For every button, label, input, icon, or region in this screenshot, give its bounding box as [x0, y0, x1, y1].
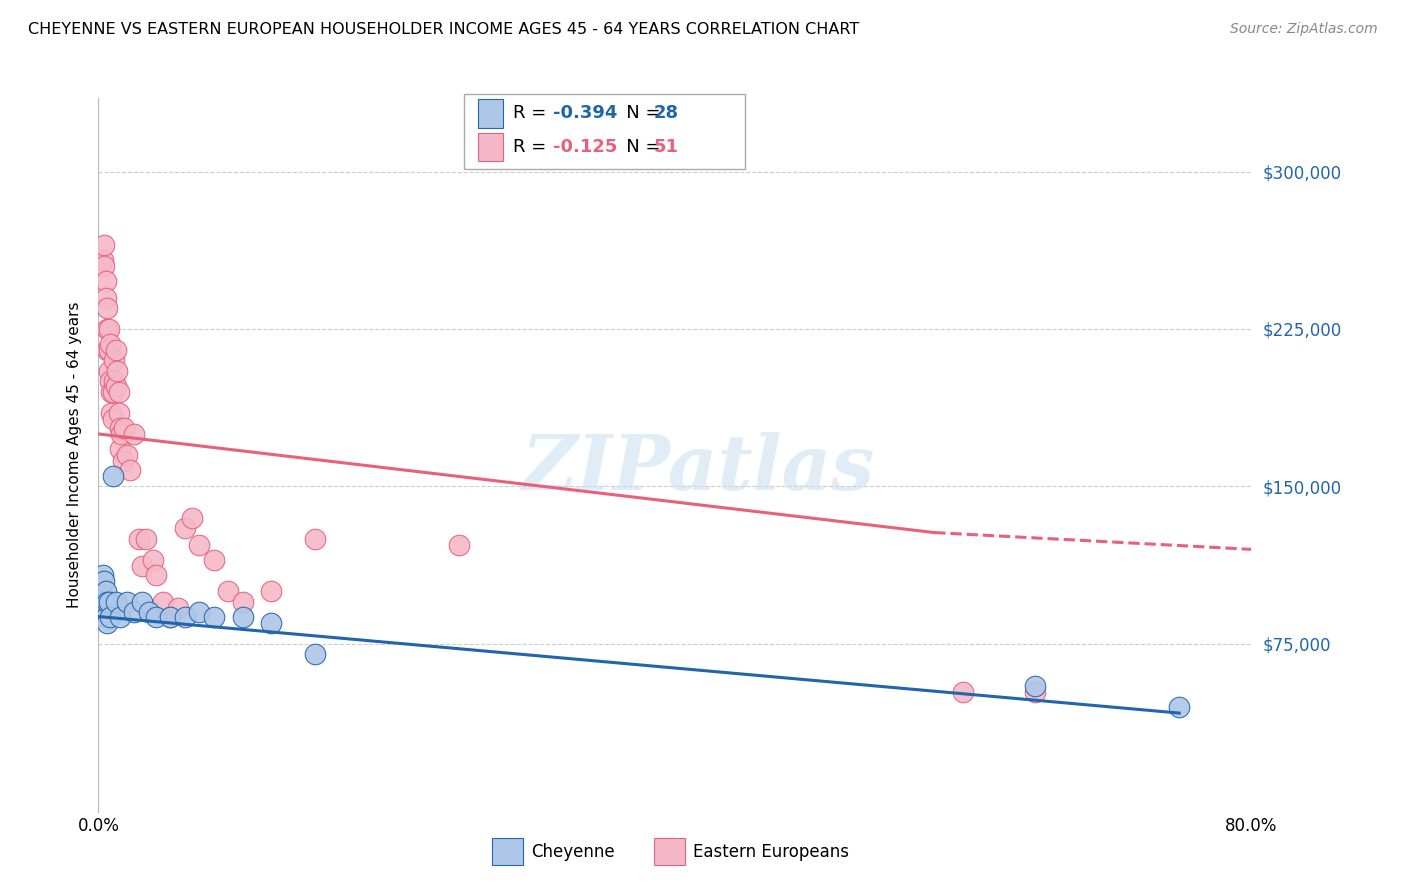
Point — [124, 605, 146, 619]
Point — [111, 454, 134, 468]
Point — [174, 521, 197, 535]
Point — [145, 567, 167, 582]
Point — [117, 595, 139, 609]
Point — [98, 336, 121, 351]
Text: R =: R = — [513, 104, 553, 122]
Point — [103, 353, 125, 368]
Point — [97, 595, 120, 609]
Point — [91, 589, 114, 603]
Point — [101, 384, 124, 399]
Point — [202, 609, 225, 624]
Point — [952, 685, 974, 699]
Point — [100, 384, 122, 399]
Point — [152, 595, 174, 609]
Point — [96, 595, 118, 609]
Point — [145, 609, 167, 624]
Point — [91, 252, 114, 267]
Text: 51: 51 — [654, 138, 679, 156]
Text: 28: 28 — [654, 104, 679, 122]
Point — [112, 420, 135, 434]
Point — [217, 584, 239, 599]
Point — [91, 567, 114, 582]
Point — [101, 412, 124, 426]
Text: N =: N = — [609, 138, 666, 156]
Point — [110, 426, 132, 441]
Point — [188, 538, 211, 552]
Point — [96, 301, 118, 315]
Point — [93, 595, 115, 609]
Point — [105, 364, 128, 378]
Point — [104, 343, 127, 357]
Point — [104, 378, 127, 392]
Point — [1024, 679, 1046, 693]
Point — [159, 609, 181, 624]
Point — [96, 343, 118, 357]
Point — [98, 609, 121, 624]
Point — [107, 384, 129, 399]
Point — [202, 553, 225, 567]
Text: N =: N = — [609, 104, 666, 122]
Text: -0.394: -0.394 — [553, 104, 617, 122]
Point — [174, 609, 197, 624]
Point — [188, 605, 211, 619]
Point — [1024, 685, 1046, 699]
Point — [117, 448, 139, 462]
Point — [304, 648, 326, 662]
Y-axis label: Householder Income Ages 45 - 64 years: Householder Income Ages 45 - 64 years — [67, 301, 83, 608]
Point — [96, 615, 118, 630]
Point — [1168, 699, 1191, 714]
Point — [93, 238, 115, 252]
Point — [231, 595, 254, 609]
Point — [166, 601, 188, 615]
Point — [94, 291, 117, 305]
Point — [142, 553, 165, 567]
Point — [104, 595, 127, 609]
Point — [107, 406, 129, 420]
Point — [138, 605, 160, 619]
Point — [100, 406, 122, 420]
Point — [108, 420, 131, 434]
Point — [108, 609, 131, 624]
Point — [96, 322, 118, 336]
Point — [101, 469, 124, 483]
Point — [124, 426, 146, 441]
Point — [131, 595, 153, 609]
Text: Eastern Europeans: Eastern Europeans — [693, 843, 849, 861]
Text: Source: ZipAtlas.com: Source: ZipAtlas.com — [1230, 22, 1378, 37]
Text: CHEYENNE VS EASTERN EUROPEAN HOUSEHOLDER INCOME AGES 45 - 64 YEARS CORRELATION C: CHEYENNE VS EASTERN EUROPEAN HOUSEHOLDER… — [28, 22, 859, 37]
Text: -0.125: -0.125 — [553, 138, 617, 156]
Point — [108, 442, 131, 456]
Point — [131, 559, 153, 574]
Point — [135, 532, 157, 546]
Point — [128, 532, 150, 546]
Point — [159, 609, 181, 624]
Point — [94, 274, 117, 288]
Point — [231, 609, 254, 624]
Point — [97, 343, 120, 357]
Point — [97, 322, 120, 336]
Point — [103, 375, 125, 389]
Text: ZIPatlas: ZIPatlas — [522, 433, 875, 506]
Point — [181, 511, 204, 525]
Point — [98, 375, 121, 389]
Point — [97, 364, 120, 378]
Point — [90, 595, 112, 609]
Point — [260, 584, 283, 599]
Point — [120, 462, 142, 476]
Point — [93, 259, 115, 273]
Point — [447, 538, 470, 552]
Point — [94, 609, 117, 624]
Point — [304, 532, 326, 546]
Text: Cheyenne: Cheyenne — [531, 843, 614, 861]
Point — [260, 615, 283, 630]
Point — [93, 574, 115, 588]
Text: R =: R = — [513, 138, 553, 156]
Point — [94, 584, 117, 599]
